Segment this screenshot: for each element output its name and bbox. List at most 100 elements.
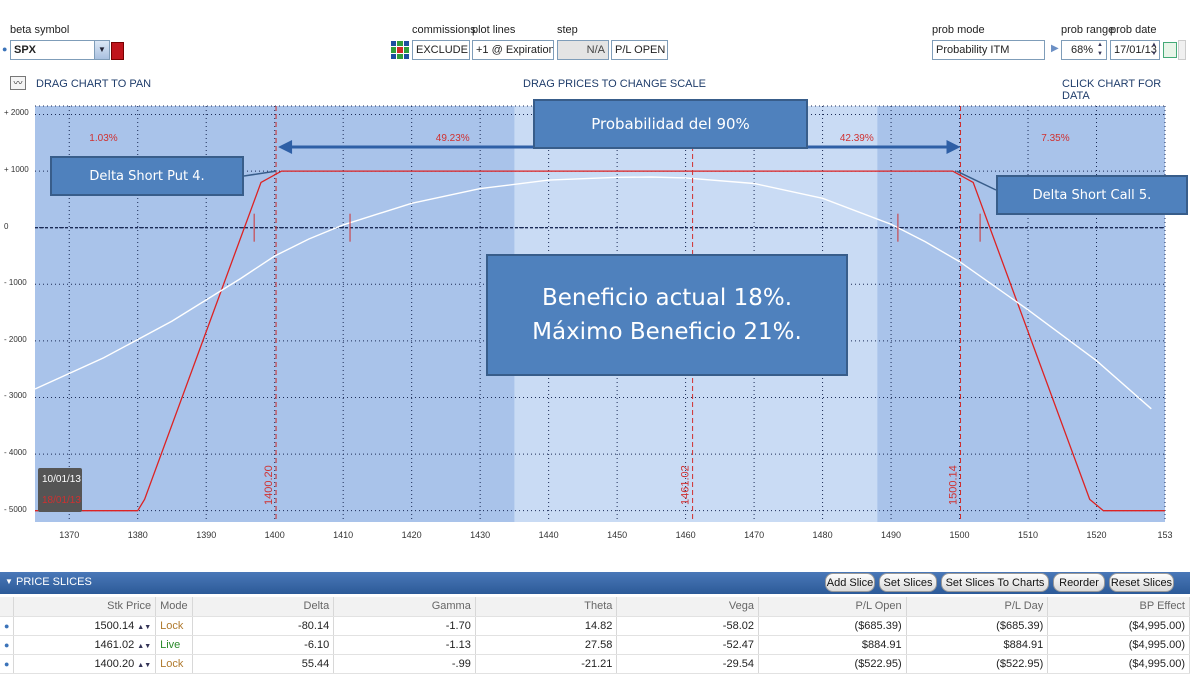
stepper-icon[interactable]: ▲▼: [137, 642, 152, 650]
vega-cell: -52.47: [616, 635, 759, 655]
col-delta[interactable]: Delta: [192, 597, 335, 617]
chart-type-icon[interactable]: 〰: [10, 76, 26, 90]
reorder-button[interactable]: Reorder: [1053, 573, 1105, 592]
prob-range-input[interactable]: 68% ▲ ▼: [1061, 40, 1107, 60]
stepper-icon[interactable]: ▲▼: [1151, 42, 1157, 57]
x-tick-label: 1440: [538, 530, 559, 540]
probability-zone-label: 49.23%: [435, 133, 470, 144]
drag-pan-hint: DRAG CHART TO PAN: [36, 78, 152, 90]
stepper-icon[interactable]: ▲▼: [137, 623, 152, 631]
col-pl-day[interactable]: P/L Day: [906, 597, 1049, 617]
vega-cell: -29.54: [616, 654, 759, 674]
zone-lines: [275, 106, 962, 522]
x-tick-label: 1430: [470, 530, 491, 540]
plot-lines-value: +1 @ Expiration: [476, 44, 554, 56]
play-icon[interactable]: ▶: [1051, 43, 1059, 54]
call-connector: [956, 170, 997, 191]
pl-day-cell: $884.91: [906, 635, 1049, 655]
series-today-line: [34, 176, 1152, 410]
x-tick-label: 1500: [949, 530, 970, 540]
delta-cell: 55.44: [192, 654, 335, 674]
stk-price-cell[interactable]: 1461.02 ▲▼: [13, 635, 157, 655]
pl-open-cell: ($522.95): [758, 654, 907, 674]
pl-mode-select[interactable]: P/L OPEN: [611, 40, 668, 60]
col-stk-price[interactable]: Stk Price: [13, 597, 157, 617]
date-badge: [38, 468, 82, 512]
x-tick-label: 1520: [1086, 530, 1107, 540]
row-radio-icon[interactable]: ●: [0, 635, 15, 655]
y-tick-label: + 2000: [4, 108, 29, 118]
col-mode[interactable]: Mode: [155, 597, 193, 617]
scroll-handle[interactable]: [1178, 40, 1186, 60]
commissions-select[interactable]: EXCLUDE: [412, 40, 470, 60]
collapse-icon[interactable]: ▼: [5, 577, 13, 586]
plot-lines-select[interactable]: +1 @ Expiration: [472, 40, 554, 60]
col-pl-open[interactable]: P/L Open: [758, 597, 907, 617]
stk-price-cell[interactable]: 1500.14 ▲▼: [13, 616, 157, 636]
x-tick-label: 1460: [675, 530, 696, 540]
stepper-icon[interactable]: ▲▼: [1097, 42, 1103, 57]
x-tick-label: 1370: [59, 530, 80, 540]
y-tick-label: 0: [4, 221, 9, 231]
col-vega[interactable]: Vega: [616, 597, 759, 617]
prob-date-value: 17/01/13: [1114, 44, 1157, 56]
row-radio-icon[interactable]: ●: [0, 616, 15, 636]
arrow-right-head: [946, 140, 961, 154]
probability-zone-label: 1.03%: [89, 133, 118, 144]
mode-cell[interactable]: Live: [155, 635, 193, 655]
add-slice-button[interactable]: Add Slice: [825, 573, 875, 592]
radio-icon[interactable]: ●: [2, 44, 8, 54]
prob-date-input[interactable]: 17/01/13 ▲ ▼: [1110, 40, 1160, 60]
pl-day-cell: ($522.95): [906, 654, 1049, 674]
stepper-icon[interactable]: ▲▼: [137, 661, 152, 669]
vega-cell: -58.02: [616, 616, 759, 636]
mode-cell[interactable]: Lock: [155, 616, 193, 636]
bp-effect-cell: ($4,995.00): [1047, 635, 1190, 655]
date-badge-start: 10/01/13: [42, 474, 81, 485]
step-label: step: [557, 24, 578, 36]
x-tick-label: 1450: [607, 530, 628, 540]
col-gamma[interactable]: Gamma: [333, 597, 476, 617]
table-row[interactable]: ● 1461.02 ▲▼ Live -6.10 -1.13 27.58 -52.…: [0, 635, 1190, 655]
slices-table: Stk Price Mode Delta Gamma Theta Vega P/…: [0, 597, 1190, 674]
color-swatch-icon[interactable]: [111, 42, 124, 60]
row-radio-icon[interactable]: ●: [0, 654, 15, 674]
x-tick-label: 1410: [333, 530, 354, 540]
beta-symbol-label: beta symbol: [10, 24, 70, 36]
beta-symbol-input[interactable]: SPX ▼: [10, 40, 110, 60]
x-tick-label: 1380: [127, 530, 148, 540]
calendar-icon[interactable]: [1163, 42, 1177, 58]
gamma-cell: -1.70: [333, 616, 476, 636]
step-input[interactable]: N/A: [557, 40, 609, 60]
probability-callout: Probabilidad del 90%: [533, 99, 808, 149]
table-row[interactable]: ● 1400.20 ▲▼ Lock 55.44 -.99 -21.21 -29.…: [0, 654, 1190, 674]
reset-slices-button[interactable]: Reset Slices: [1109, 573, 1174, 592]
bp-effect-cell: ($4,995.00): [1047, 616, 1190, 636]
prob-mode-label: prob mode: [932, 24, 985, 36]
click-data-hint: CLICK CHART FOR DATA: [1062, 78, 1162, 102]
x-tick-label: 153: [1157, 530, 1173, 540]
grid-icon[interactable]: [391, 41, 409, 59]
probability-zone-label: 7.35%: [1041, 133, 1070, 144]
commissions-label: commissions: [412, 24, 476, 36]
bp-effect-cell: ($4,995.00): [1047, 654, 1190, 674]
prob-mode-select[interactable]: Probability ITM: [932, 40, 1045, 60]
col-theta[interactable]: Theta: [475, 597, 618, 617]
chevron-down-icon[interactable]: ▼: [94, 41, 109, 59]
mode-cell[interactable]: Lock: [155, 654, 193, 674]
stk-price-cell[interactable]: 1400.20 ▲▼: [13, 654, 157, 674]
beta-symbol-value: SPX: [14, 44, 37, 56]
price-slices-title: PRICE SLICES: [16, 576, 92, 588]
drag-scale-hint: DRAG PRICES TO CHANGE SCALE: [523, 78, 706, 90]
price-marker-label: 1500.14: [948, 465, 960, 505]
put-delta-callout: Delta Short Put 4.: [50, 156, 244, 196]
set-slices-button[interactable]: Set Slices: [879, 573, 937, 592]
col-bp-effect[interactable]: BP Effect: [1047, 597, 1190, 617]
theta-cell: 14.82: [475, 616, 618, 636]
set-slices-to-charts-button[interactable]: Set Slices To Charts: [941, 573, 1049, 592]
table-row[interactable]: ● 1500.14 ▲▼ Lock -80.14 -1.70 14.82 -58…: [0, 616, 1190, 636]
x-tick-label: 1490: [881, 530, 902, 540]
benefit-current: Beneficio actual 18%.: [541, 285, 793, 311]
benefit-callout: Beneficio actual 18%. Máximo Beneficio 2…: [486, 254, 848, 376]
theta-cell: 27.58: [475, 635, 618, 655]
